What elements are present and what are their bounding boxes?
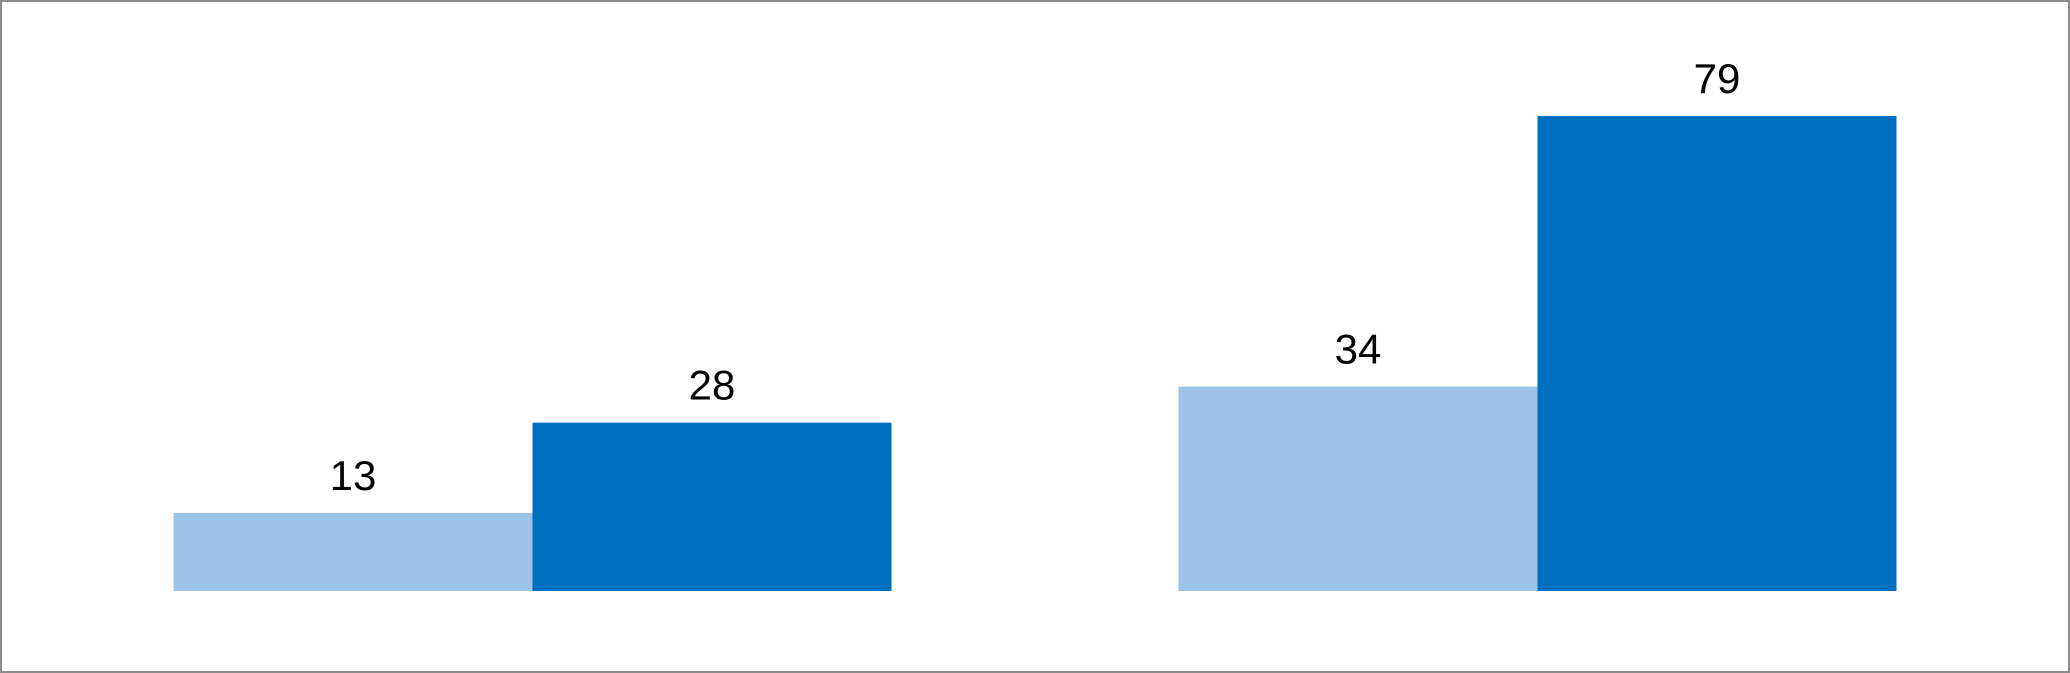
- data-label: 34: [1335, 326, 1382, 373]
- data-label: 13: [330, 452, 377, 499]
- bar: [532, 422, 892, 591]
- bar: [1537, 116, 1897, 591]
- bar: [1178, 386, 1538, 591]
- data-label: 28: [689, 362, 736, 409]
- bar: [173, 512, 533, 591]
- data-label: 79: [1694, 55, 1741, 102]
